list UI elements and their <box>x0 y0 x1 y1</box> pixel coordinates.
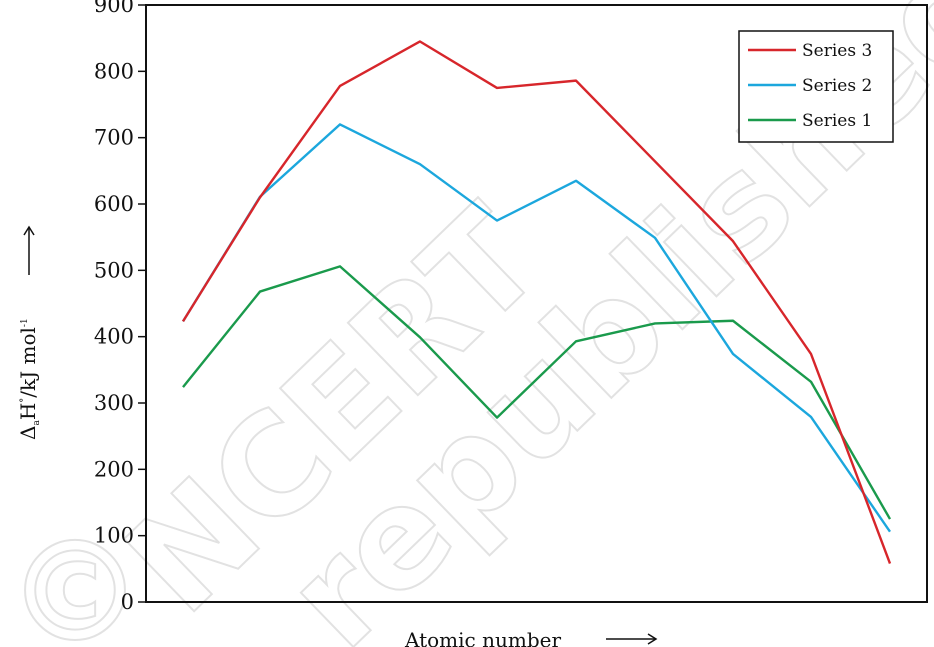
y-label-unit: /kJ mol <box>16 327 40 398</box>
svg-text:ΔaH°/kJ mol-1: ΔaH°/kJ mol-1 <box>16 318 42 440</box>
x-axis-title: Atomic number <box>404 628 658 647</box>
legend-label: Series 2 <box>802 76 872 96</box>
y-label-deg: ° <box>19 398 30 403</box>
legend-label: Series 3 <box>802 41 872 61</box>
y-axis-title: ΔaH°/kJ mol-1 <box>16 225 42 440</box>
series-line-series-2 <box>181 123 891 533</box>
legend-label: Series 1 <box>802 111 872 131</box>
y-label-h: H <box>16 403 40 420</box>
y-label-sub: a <box>32 420 42 426</box>
y-tick-label: 100 <box>94 524 134 548</box>
y-axis: 0 100 200 300 400 500 600 700 800 900 <box>94 0 146 614</box>
y-label-sup: -1 <box>20 318 30 327</box>
y-label-delta: Δ <box>16 426 40 440</box>
watermark-symbol: © <box>6 512 144 647</box>
y-tick-label: 300 <box>94 391 134 415</box>
plot-frame <box>145 4 928 603</box>
legend: Series 3 Series 2 Series 1 <box>738 30 894 143</box>
y-tick-label: 200 <box>94 457 134 481</box>
y-tick-label: 0 <box>121 590 134 614</box>
x-axis-arrow-icon <box>606 633 658 645</box>
y-tick-label: 500 <box>94 258 134 282</box>
y-tick-label: 800 <box>94 59 134 83</box>
x-axis-label: Atomic number <box>404 628 561 647</box>
y-tick-label: 400 <box>94 325 134 349</box>
series-line-series-1 <box>182 265 892 520</box>
y-tick-label: 600 <box>94 192 134 216</box>
y-tick-label: 700 <box>94 126 134 150</box>
y-tick-label: 900 <box>94 0 134 17</box>
series-line-series-3 <box>181 40 892 564</box>
series-lines <box>181 40 892 564</box>
y-axis-arrow-icon <box>23 225 35 275</box>
